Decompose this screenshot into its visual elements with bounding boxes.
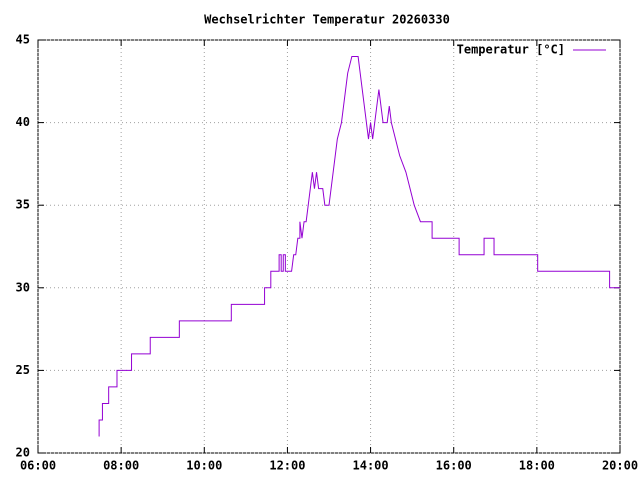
x-tick-label: 18:00 xyxy=(519,459,555,473)
x-tick-label: 16:00 xyxy=(436,459,472,473)
x-tick-label: 20:00 xyxy=(602,459,638,473)
plot-border xyxy=(37,39,621,454)
y-tick-label: 35 xyxy=(16,198,30,212)
legend-label: Temperatur [°C] xyxy=(457,43,565,57)
y-tick-label: 20 xyxy=(16,446,30,460)
x-tick-label: 06:00 xyxy=(20,459,56,473)
x-tick-label: 10:00 xyxy=(186,459,222,473)
y-tick-label: 30 xyxy=(16,280,30,294)
y-tick-label: 40 xyxy=(16,115,30,129)
y-tick-label: 25 xyxy=(16,363,30,377)
x-tick-label: 14:00 xyxy=(353,459,389,473)
chart-title: Wechselrichter Temperatur 20260330 xyxy=(204,13,450,27)
data-line xyxy=(98,56,620,437)
x-tick-label: 12:00 xyxy=(269,459,305,473)
x-tick-label: 08:00 xyxy=(103,459,139,473)
y-tick-label: 45 xyxy=(16,33,30,47)
